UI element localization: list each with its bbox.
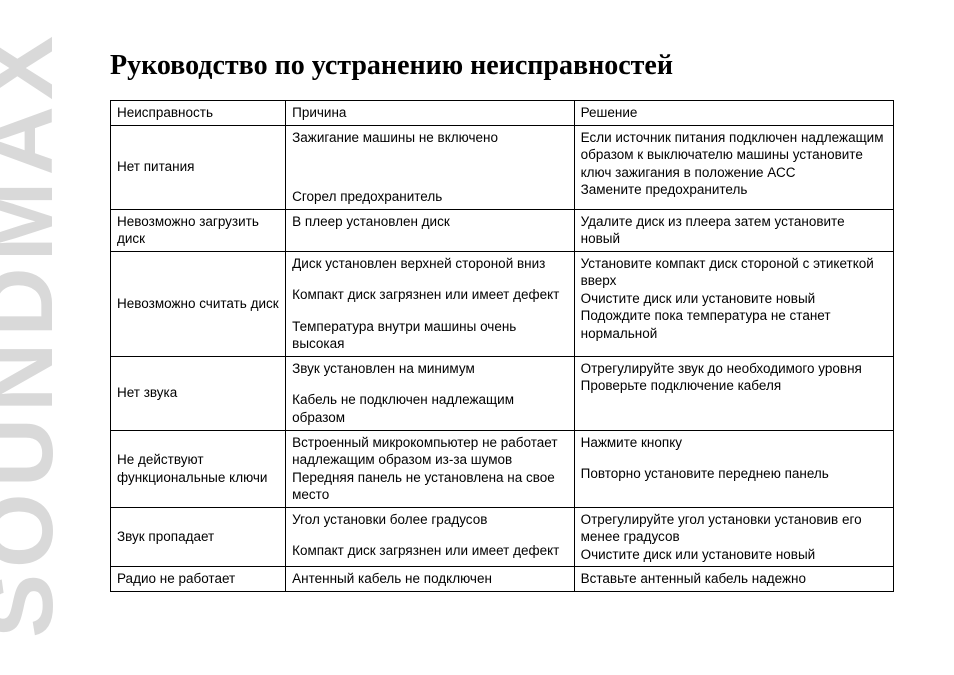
cause-line: Встроенный микрокомпьютер не работает на… <box>292 434 567 469</box>
cause-line <box>292 272 567 286</box>
cause-cell: В плеер установлен диск <box>286 209 574 251</box>
solution-line: Если источник питания подключен надлежащ… <box>581 129 887 182</box>
cause-line <box>292 528 567 542</box>
cause-line: Температура внутри машины очень высокая <box>292 318 567 353</box>
solution-line: Отрегулируйте звук до необходимого уровн… <box>581 360 887 378</box>
cause-line <box>292 304 567 318</box>
solution-line: Замените предохранитель <box>581 181 887 199</box>
table-row: Нет звукаЗвук установлен на минимум Кабе… <box>111 356 894 430</box>
solution-cell: Отрегулируйте угол установки установив е… <box>574 507 893 567</box>
solution-line <box>581 451 887 465</box>
cause-line <box>292 377 567 391</box>
cause-line: Компакт диск загрязнен или имеет дефект <box>292 286 567 304</box>
solution-cell: Удалите диск из плеера затем установите … <box>574 209 893 251</box>
solution-cell: Вставьте антенный кабель надежно <box>574 567 893 592</box>
solution-line: Подождите пока температура не станет нор… <box>581 307 887 342</box>
problem-cell: Нет звука <box>111 356 286 430</box>
solution-line: Отрегулируйте угол установки установив е… <box>581 511 887 546</box>
solution-line: Нажмите кнопку <box>581 434 887 452</box>
cause-cell: Угол установки более градусов Компакт ди… <box>286 507 574 567</box>
solution-cell: Если источник питания подключен надлежащ… <box>574 125 893 209</box>
cause-cell: Диск установлен верхней стороной вниз Ко… <box>286 251 574 356</box>
problem-cell: Звук пропадает <box>111 507 286 567</box>
solution-cell: Установите компакт диск стороной с этике… <box>574 251 893 356</box>
solution-line: Установите компакт диск стороной с этике… <box>581 255 887 290</box>
cause-cell: Встроенный микрокомпьютер не работает на… <box>286 430 574 507</box>
cause-cell: Антенный кабель не подключен <box>286 567 574 592</box>
table-row: Звук пропадаетУгол установки более граду… <box>111 507 894 567</box>
cause-line: Антенный кабель не подключен <box>292 570 567 588</box>
problem-cell: Невозможно загрузить диск <box>111 209 286 251</box>
troubleshoot-table: НеисправностьПричинаРешениеНет питанияЗа… <box>110 100 894 592</box>
cause-line <box>292 146 567 160</box>
table-row: Нет питанияЗажигание машины не включено … <box>111 125 894 209</box>
problem-cell: Невозможно считать диск <box>111 251 286 356</box>
solution-line: Вставьте антенный кабель надежно <box>581 570 887 588</box>
cause-line <box>292 160 567 174</box>
page-title: Руководство по устранению неисправностей <box>110 50 894 82</box>
problem-cell: Нет питания <box>111 125 286 209</box>
cause-line: Зажигание машины не включено <box>292 129 567 147</box>
solution-line: Повторно установите переднею панель <box>581 465 887 483</box>
cause-line: Кабель не подключен надлежащим образом <box>292 391 567 426</box>
cause-line: Диск установлен верхней стороной вниз <box>292 255 567 273</box>
page: Руководство по устранению неисправностей… <box>0 0 954 675</box>
table-header: Неисправность <box>111 101 286 126</box>
solution-cell: Нажмите кнопку Повторно установите перед… <box>574 430 893 507</box>
table-row: Не действуют функциональные ключиВстроен… <box>111 430 894 507</box>
cause-line: Сгорел предохранитель <box>292 188 567 206</box>
cause-line: Угол установки более градусов <box>292 511 567 529</box>
table-row: Радио не работает Антенный кабель не подк… <box>111 567 894 592</box>
solution-line: Удалите диск из плеера затем установите … <box>581 213 887 248</box>
table-row: Невозможно считать дискДиск установлен в… <box>111 251 894 356</box>
solution-line: Проверьте подключение кабеля <box>581 377 887 395</box>
solution-line: Очистите диск или установите новый <box>581 546 887 564</box>
table-header: Причина <box>286 101 574 126</box>
cause-line <box>292 174 567 188</box>
table-row: Невозможно загрузить диск В плеер установ… <box>111 209 894 251</box>
cause-cell: Звук установлен на минимум Кабель не под… <box>286 356 574 430</box>
problem-cell: Не действуют функциональные ключи <box>111 430 286 507</box>
cause-line: В плеер установлен диск <box>292 213 567 231</box>
cause-line: Компакт диск загрязнен или имеет дефект <box>292 542 567 560</box>
solution-cell: Отрегулируйте звук до необходимого уровн… <box>574 356 893 430</box>
cause-cell: Зажигание машины не включено Сгорел пред… <box>286 125 574 209</box>
problem-cell: Радио не работает <box>111 567 286 592</box>
table-header: Решение <box>574 101 893 126</box>
solution-line: Очистите диск или установите новый <box>581 290 887 308</box>
cause-line: Звук установлен на минимум <box>292 360 567 378</box>
cause-line: Передняя панель не установлена на свое м… <box>292 469 567 504</box>
